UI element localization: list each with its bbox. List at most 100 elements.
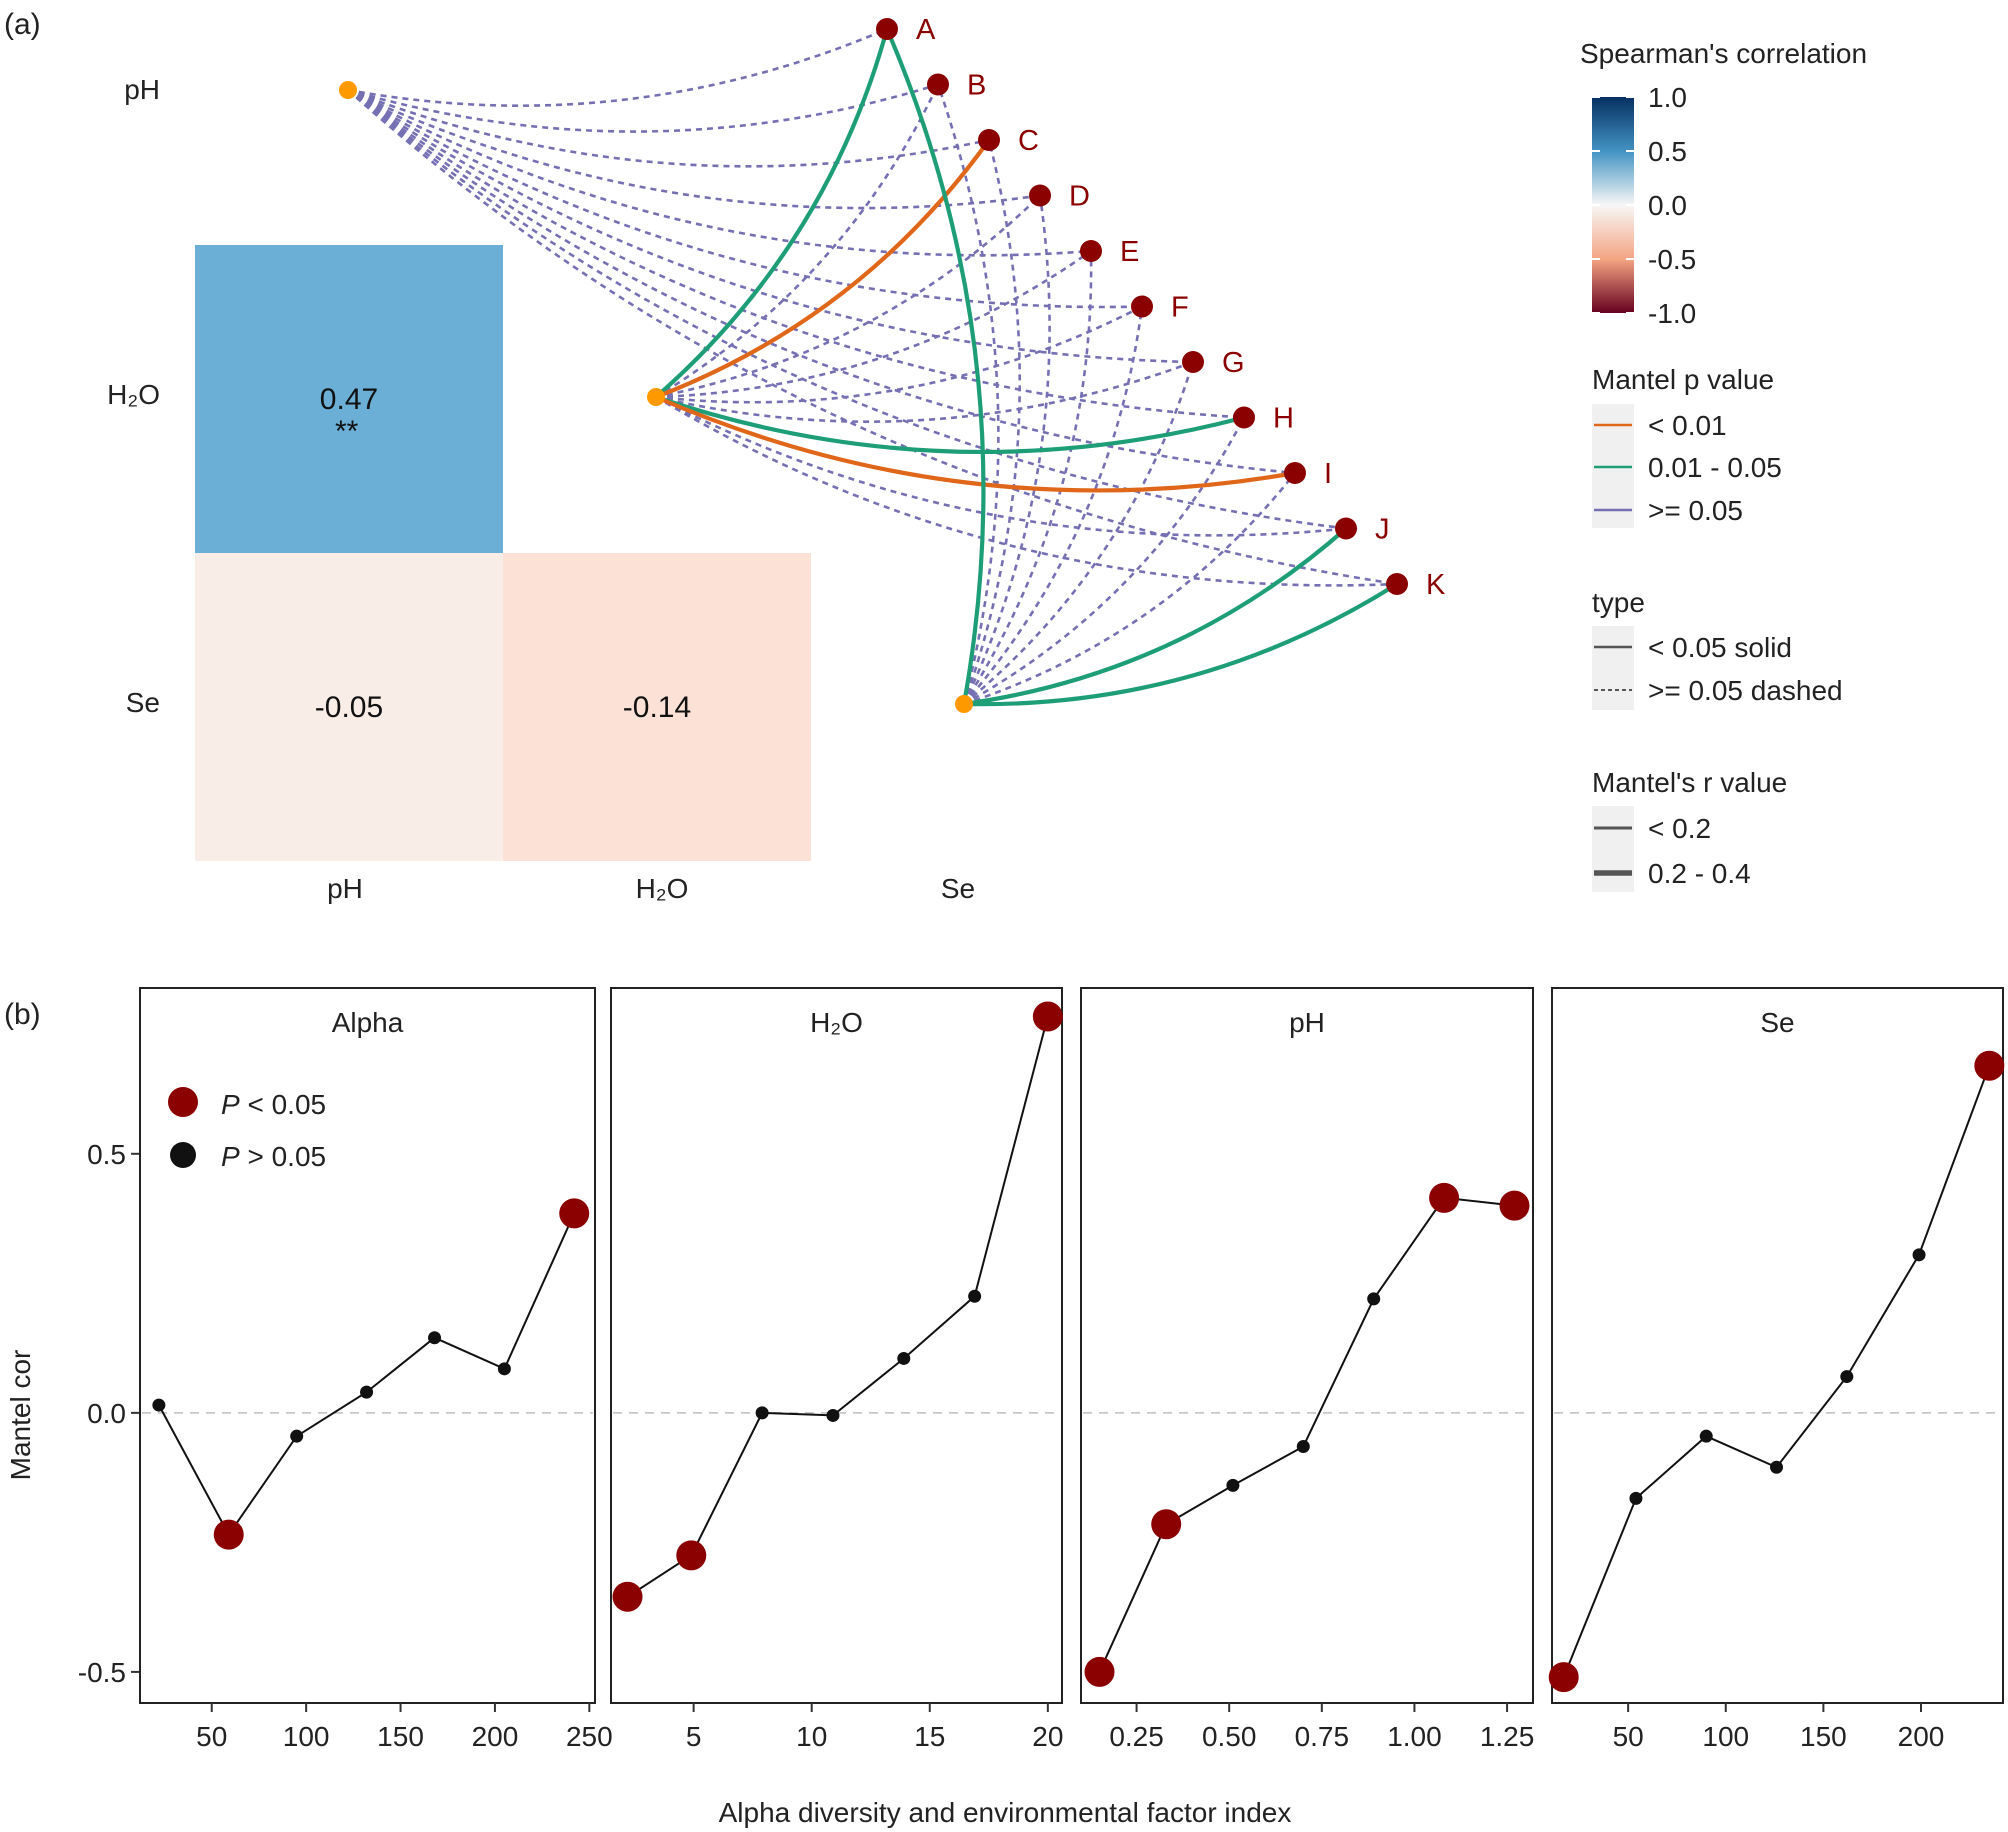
heatmap-cell-h2o-ph-value: 0.47	[320, 383, 378, 416]
group-node-label-c: C	[1018, 125, 1039, 157]
legend-mantel-p-title: Mantel p value	[1592, 364, 1774, 395]
legend-mantel-r-key-bg	[1592, 806, 1634, 892]
legend-gradient-tick-label: -1.0	[1648, 298, 1696, 329]
facet-alpha-x-tick-label: 250	[566, 1721, 613, 1752]
legend-p-lt-001-label: < 0.01	[1648, 410, 1727, 441]
facet-h2o-x-tick-label: 20	[1032, 1721, 1063, 1752]
group-node-a	[876, 18, 898, 40]
link-h2o-d	[655, 194, 1041, 399]
facet-ph-x-tick-label: 0.75	[1295, 1721, 1350, 1752]
heatmap-cell-se-h2o	[503, 553, 811, 861]
legend-gradient-tick-label: 0.5	[1648, 136, 1687, 167]
heatmap-col-label-se: Se	[941, 873, 975, 904]
link-h2o-g	[655, 360, 1194, 423]
link-se-b	[936, 84, 1000, 705]
link-h2o-f	[655, 305, 1143, 404]
link-h2o-h	[655, 395, 1245, 455]
env-node-ph	[339, 81, 357, 99]
facet-ph-frame	[1080, 987, 1534, 1704]
legend-type-title: type	[1592, 587, 1645, 618]
heatmap-cell-se-ph-value: -0.05	[315, 691, 383, 724]
link-se-k	[963, 582, 1399, 707]
facet-h2o-point-significant	[1032, 1001, 1063, 1032]
facet-ph: pH 0.25 0.50 0.75 1.00 1.25	[1080, 987, 1534, 1752]
facet-h2o-x-tick-label: 10	[796, 1721, 827, 1752]
group-node-i	[1284, 462, 1306, 484]
facet-ph-point	[1296, 1440, 1310, 1454]
facet-ph-point-significant	[1429, 1182, 1460, 1213]
legend-p-001-005-label: 0.01 - 0.05	[1648, 452, 1782, 483]
legend-r-lt-02-label: < 0.2	[1648, 813, 1711, 844]
group-node-label-b: B	[967, 70, 986, 102]
facet-se-title: Se	[1760, 1007, 1794, 1038]
link-ph-b	[347, 83, 939, 133]
facet-h2o-frame	[610, 987, 1063, 1704]
facet-ph-point	[1226, 1478, 1240, 1492]
facet-se-point	[1840, 1370, 1854, 1384]
facet-ph-point-significant	[1499, 1190, 1530, 1221]
facet-h2o: H₂O 5 10 15 20	[610, 987, 1063, 1752]
link-se-f	[963, 306, 1144, 705]
x-axis-title: Alpha diversity and environmental factor…	[719, 1797, 1292, 1828]
legend-gradient-tick-label: 0.0	[1648, 190, 1687, 221]
link-se-c	[962, 139, 1021, 705]
link-ph-k	[347, 89, 1398, 586]
group-node-f	[1131, 295, 1153, 318]
facet-ph-x-tick-label: 1.00	[1387, 1721, 1442, 1752]
facet-alpha-point-significant	[559, 1198, 590, 1229]
facet-ph-point-significant	[1084, 1656, 1115, 1687]
legend-r-02-04-label: 0.2 - 0.4	[1648, 858, 1751, 889]
facet-ph-title: pH	[1289, 1007, 1325, 1038]
facet-alpha-frame	[139, 987, 596, 1704]
group-node-c	[978, 129, 1000, 151]
heatmap-cell-h2o-ph-sig-stars: **	[335, 415, 359, 448]
heatmap-row-label-se: Se	[126, 687, 160, 718]
legend-nonsig-point-marker	[170, 1142, 196, 1168]
env-node-h2o	[647, 388, 665, 406]
group-node-d	[1029, 184, 1051, 207]
heatmap-row-label-ph: pH	[124, 74, 160, 105]
link-se-a	[885, 28, 986, 705]
link-h2o-a	[654, 28, 890, 399]
link-ph-c	[347, 88, 990, 168]
facet-se-x-tick-label: 50	[1613, 1721, 1644, 1752]
link-ph-h	[347, 88, 1245, 419]
heatmap-col-label-ph: pH	[327, 873, 363, 904]
facet-se-point	[1770, 1460, 1784, 1474]
facet-h2o-x-tick-label: 5	[686, 1721, 702, 1752]
link-se-h	[963, 416, 1246, 706]
facet-alpha-x-tick-label: 150	[377, 1721, 424, 1752]
facet-se-point-significant	[1548, 1662, 1579, 1693]
group-node-label-g: G	[1222, 347, 1245, 379]
group-node-label-f: F	[1171, 292, 1189, 324]
facet-alpha-point	[497, 1362, 511, 1376]
group-node-e	[1080, 240, 1102, 262]
facet-h2o-title: H₂O	[810, 1007, 863, 1038]
panel-b-label: (b)	[4, 998, 41, 1031]
legend-gradient-tick-label: 1.0	[1648, 82, 1687, 113]
facet-se-point-significant	[1974, 1050, 2005, 1081]
y-tick-label: -0.5	[78, 1657, 126, 1688]
link-h2o-i	[655, 395, 1296, 493]
group-node-j	[1335, 517, 1357, 540]
link-se-j	[963, 526, 1348, 707]
heatmap-row-label-h2o: H₂O	[107, 379, 160, 410]
facet-h2o-point	[826, 1408, 840, 1422]
panel-a-label: (a)	[4, 8, 41, 41]
y-tick-label: 0.5	[87, 1139, 126, 1170]
group-node-b	[927, 73, 949, 96]
link-se-g	[963, 361, 1195, 706]
group-node-label-i: I	[1324, 458, 1332, 490]
facet-ph-x-tick-label: 0.50	[1202, 1721, 1257, 1752]
facet-se-x-tick-label: 150	[1800, 1721, 1847, 1752]
link-ph-j	[347, 89, 1347, 530]
facet-alpha-point	[428, 1331, 442, 1345]
legend-sig-point-marker	[168, 1087, 198, 1117]
facet-alpha-x-tick-label: 100	[283, 1721, 330, 1752]
group-node-label-e: E	[1120, 236, 1139, 268]
facet-h2o-point	[968, 1289, 982, 1303]
facet-se-point	[1629, 1491, 1643, 1505]
facet-alpha-title: Alpha	[332, 1007, 404, 1038]
heatmap-col-label-h2o: H₂O	[636, 873, 689, 904]
